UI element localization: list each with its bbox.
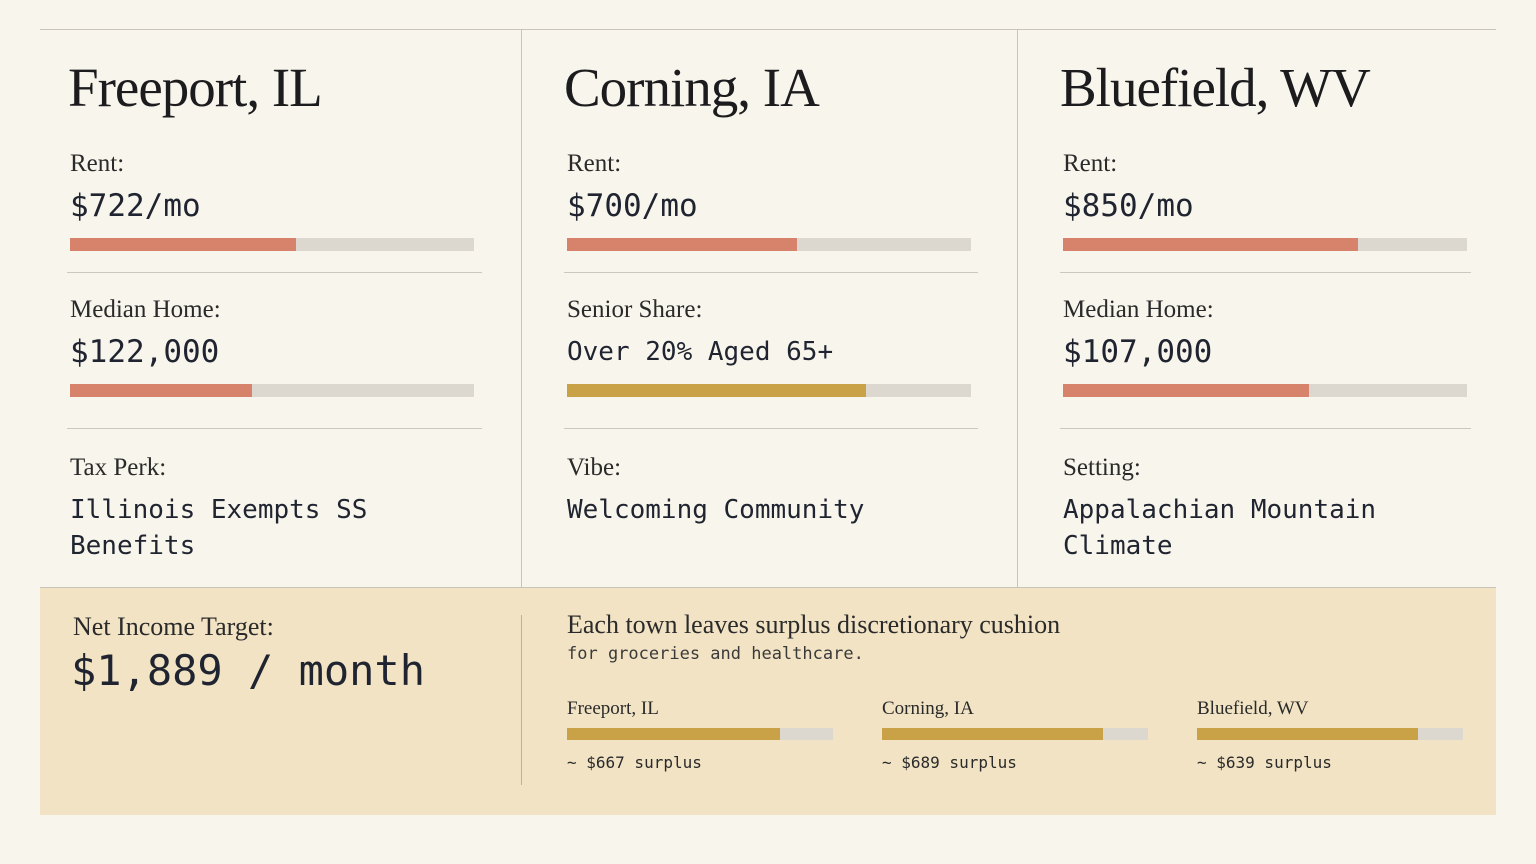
metric-value: Over 20% Aged 65+ xyxy=(567,337,834,367)
target-value: $1,889 / month xyxy=(71,646,426,695)
metric-label: Senior Share: xyxy=(567,296,703,323)
town-title: Bluefield, WV xyxy=(1060,57,1371,118)
metric-value: Welcoming Community xyxy=(567,495,865,525)
metric-value: Appalachian Mountain Climate xyxy=(1063,495,1377,561)
metric-label: Tax Perk: xyxy=(70,454,167,481)
surplus-value: ~ $689 surplus xyxy=(882,753,1017,772)
surplus-town: Freeport, IL xyxy=(567,698,659,719)
surplus-item-corning: Corning, IA ~ $689 surplus xyxy=(882,698,1148,772)
summary-separator xyxy=(521,615,522,785)
surplus-item-freeport: Freeport, IL ~ $667 surplus xyxy=(567,698,833,772)
setting-metric: Setting: Appalachian Mountain Climate xyxy=(1063,454,1453,564)
surplus-bar xyxy=(1197,728,1463,740)
divider xyxy=(67,272,482,273)
surplus-bar xyxy=(567,728,833,740)
surplus-note-heading: Each town leaves surplus discretionary c… xyxy=(567,610,1061,639)
metric-value: $850/mo xyxy=(1063,188,1194,224)
surplus-town: Bluefield, WV xyxy=(1197,698,1309,719)
vibe-metric: Vibe: Welcoming Community xyxy=(567,454,974,528)
divider xyxy=(1060,428,1471,429)
surplus-bar-fill xyxy=(1197,728,1418,740)
home-metric: Median Home: $107,000 xyxy=(1063,296,1467,397)
rent-bar-fill xyxy=(1063,238,1358,251)
senior-metric: Senior Share: Over 20% Aged 65+ xyxy=(567,296,974,397)
home-metric: Median Home: $122,000 xyxy=(70,296,478,397)
surplus-bar-fill xyxy=(882,728,1103,740)
surplus-value: ~ $639 surplus xyxy=(1197,753,1332,772)
home-bar xyxy=(70,384,474,397)
rent-bar-fill xyxy=(567,238,798,251)
income-summary-panel: Net Income Target: $1,889 / month Each t… xyxy=(40,587,1496,815)
senior-bar-fill xyxy=(567,384,866,397)
metric-value: $700/mo xyxy=(567,188,698,224)
metric-value: Illinois Exempts SS Benefits xyxy=(70,495,368,561)
home-bar-fill xyxy=(1063,384,1310,397)
town-column-corning: Corning, IA Rent: $700/mo Senior Share: … xyxy=(521,30,1017,587)
metric-label: Rent: xyxy=(1063,150,1118,177)
surplus-item-bluefield: Bluefield, WV ~ $639 surplus xyxy=(1197,698,1463,772)
home-bar xyxy=(1063,384,1467,397)
senior-bar xyxy=(567,384,971,397)
rent-bar-fill xyxy=(70,238,297,251)
metric-value: $722/mo xyxy=(70,188,201,224)
surplus-town: Corning, IA xyxy=(882,698,974,719)
rent-metric: Rent: $700/mo xyxy=(567,150,974,251)
rent-bar xyxy=(567,238,971,251)
target-label: Net Income Target: xyxy=(73,612,274,641)
divider xyxy=(564,428,978,429)
divider xyxy=(67,428,482,429)
metric-label: Median Home: xyxy=(70,296,221,323)
rent-metric: Rent: $722/mo xyxy=(70,150,478,251)
town-column-freeport: Freeport, IL Rent: $722/mo Median Home: … xyxy=(40,30,521,587)
rent-bar xyxy=(70,238,474,251)
metric-label: Rent: xyxy=(567,150,622,177)
home-bar-fill xyxy=(70,384,252,397)
town-title: Corning, IA xyxy=(564,57,820,118)
rent-bar xyxy=(1063,238,1467,251)
metric-label: Rent: xyxy=(70,150,125,177)
surplus-note-subtext: for groceries and healthcare. xyxy=(567,644,864,664)
town-title: Freeport, IL xyxy=(68,57,323,118)
comparison-board: Freeport, IL Rent: $722/mo Median Home: … xyxy=(40,29,1496,815)
surplus-bar xyxy=(882,728,1148,740)
perk-metric: Tax Perk: Illinois Exempts SS Benefits xyxy=(70,454,478,564)
metric-value: $107,000 xyxy=(1063,334,1213,370)
rent-metric: Rent: $850/mo xyxy=(1063,150,1467,251)
town-column-bluefield: Bluefield, WV Rent: $850/mo Median Home:… xyxy=(1017,30,1496,587)
metric-value: $122,000 xyxy=(70,334,220,370)
metric-label: Vibe: xyxy=(567,454,622,481)
metric-label: Setting: xyxy=(1063,454,1141,481)
divider xyxy=(564,272,978,273)
divider xyxy=(1060,272,1471,273)
surplus-value: ~ $667 surplus xyxy=(567,753,702,772)
metric-label: Median Home: xyxy=(1063,296,1214,323)
town-columns: Freeport, IL Rent: $722/mo Median Home: … xyxy=(40,30,1496,587)
surplus-bar-fill xyxy=(567,728,780,740)
